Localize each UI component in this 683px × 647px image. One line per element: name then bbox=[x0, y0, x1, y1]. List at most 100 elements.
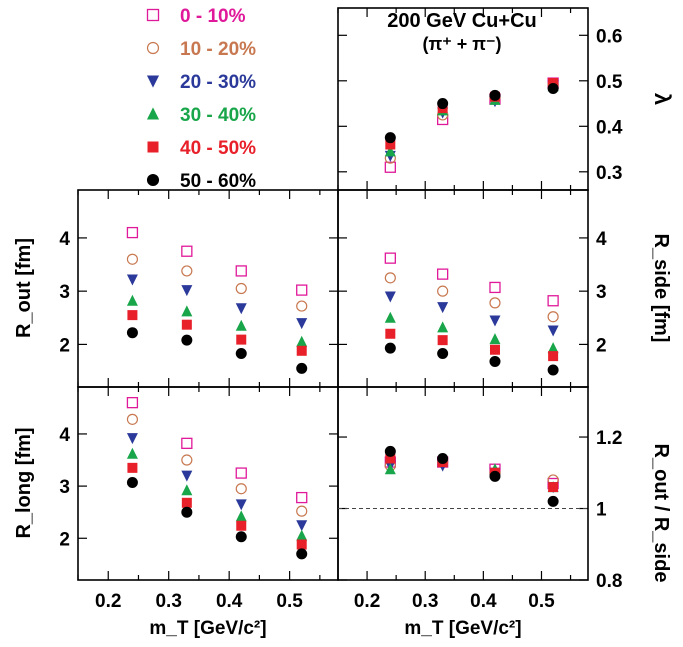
data-point bbox=[296, 284, 308, 296]
x-tick-label: 0.5 bbox=[276, 591, 303, 612]
data-point bbox=[384, 132, 396, 144]
data-point bbox=[384, 311, 396, 323]
data-point bbox=[437, 285, 449, 297]
x-axis-labels: 0.2 0.3 0.4 0.5 m_T [GeV/c²] 0.2 0.3 0.4 0.5 m_T … bbox=[95, 591, 555, 639]
data-point bbox=[181, 285, 193, 297]
y-tick-label: 0.8 bbox=[596, 571, 622, 592]
data-point bbox=[547, 364, 559, 376]
data-point bbox=[235, 467, 247, 479]
legend-label: 40 - 50% bbox=[180, 138, 256, 159]
data-point bbox=[384, 252, 396, 264]
data-point bbox=[296, 318, 308, 330]
data-point bbox=[547, 342, 559, 354]
data-point bbox=[384, 463, 396, 475]
panel-rlong: 2 3 4 bbox=[59, 386, 339, 581]
y-axis-title-rside: R_side [fm] bbox=[650, 234, 672, 343]
data-point bbox=[296, 300, 308, 312]
data-point bbox=[296, 335, 308, 347]
data-point bbox=[489, 344, 500, 355]
data-point bbox=[296, 491, 308, 504]
data-point bbox=[235, 265, 247, 277]
data-point bbox=[181, 506, 193, 518]
panel-lambda: 0.3 0.4 0.5 0.6 bbox=[337, 7, 623, 191]
data-point bbox=[384, 272, 396, 284]
data-point bbox=[437, 302, 449, 314]
data-point bbox=[296, 505, 308, 517]
data-point bbox=[437, 268, 449, 280]
x-tick-label: 0.2 bbox=[354, 591, 380, 612]
data-point bbox=[235, 303, 247, 315]
x-tick-label: 0.2 bbox=[95, 591, 121, 612]
y-tick-label: 3 bbox=[59, 282, 70, 303]
legend-label: 30 - 40% bbox=[180, 105, 256, 126]
legend-marker bbox=[146, 8, 160, 22]
data-point bbox=[127, 462, 138, 473]
data-point bbox=[548, 482, 559, 493]
data-point bbox=[296, 529, 308, 541]
x-tick-label: 0.3 bbox=[155, 591, 181, 612]
data-point bbox=[181, 245, 193, 257]
data-point bbox=[235, 319, 247, 331]
y-tick-label: 0.4 bbox=[596, 117, 623, 138]
legend-marker bbox=[146, 107, 160, 120]
y-tick-label: 2 bbox=[596, 335, 607, 356]
data-point bbox=[126, 226, 139, 239]
data-point bbox=[235, 282, 247, 295]
data-point bbox=[126, 476, 138, 488]
data-point bbox=[181, 470, 193, 482]
y-tick-label: 3 bbox=[59, 477, 70, 498]
data-point bbox=[126, 433, 138, 445]
legend-label: 0 - 10% bbox=[180, 6, 246, 27]
legend-marker bbox=[146, 75, 160, 88]
y-tick-label: 3 bbox=[596, 282, 607, 303]
data-point bbox=[385, 453, 396, 464]
y-tick-label: 0.6 bbox=[596, 26, 622, 47]
data-point bbox=[126, 447, 138, 459]
data-point bbox=[296, 539, 307, 550]
y-axis-title-ratio: R_out / R_side bbox=[650, 444, 672, 583]
data-point bbox=[181, 437, 193, 449]
y-axis-title-rout: R_out [fm] bbox=[13, 238, 35, 338]
data-point bbox=[235, 483, 247, 495]
data-point bbox=[489, 470, 501, 482]
y-tick-label: 1.2 bbox=[596, 428, 622, 449]
data-point bbox=[181, 334, 193, 346]
data-point bbox=[489, 89, 501, 101]
data-point bbox=[235, 347, 247, 359]
data-point bbox=[181, 305, 193, 317]
data-point bbox=[385, 139, 396, 150]
panels: 0.3 0.4 0.5 0.6 2 3 4 2 3 4 2 3 4 0.8 1 1.2 bbox=[59, 7, 623, 592]
chart-subtitle: (π⁺ + π⁻) bbox=[422, 34, 501, 54]
data-point bbox=[235, 531, 247, 543]
panel-rside: 2 3 4 bbox=[337, 189, 607, 388]
x-tick-label: 0.4 bbox=[216, 591, 243, 612]
data-point bbox=[384, 445, 396, 457]
data-point bbox=[548, 351, 559, 362]
panel-rout: 2 3 4 bbox=[59, 189, 339, 388]
y-tick-label: 2 bbox=[59, 529, 70, 550]
data-point bbox=[181, 497, 192, 508]
x-tick-label: 0.5 bbox=[528, 591, 555, 612]
data-point bbox=[437, 452, 449, 464]
data-point bbox=[235, 499, 247, 511]
data-point bbox=[547, 311, 559, 323]
data-point bbox=[236, 334, 247, 345]
data-point bbox=[296, 362, 308, 374]
data-point bbox=[296, 520, 308, 532]
legend-marker bbox=[147, 141, 159, 153]
data-point bbox=[489, 297, 501, 309]
data-point bbox=[235, 510, 247, 522]
y-tick-label: 4 bbox=[59, 425, 70, 446]
data-point bbox=[437, 321, 449, 333]
chart-title: 200 GeV Cu+Cu bbox=[387, 10, 537, 32]
data-point bbox=[384, 161, 396, 173]
data-point bbox=[181, 265, 193, 277]
data-point bbox=[384, 342, 396, 354]
y-tick-label: 0.5 bbox=[596, 72, 623, 93]
data-point bbox=[126, 294, 138, 306]
x-tick-label: 0.4 bbox=[470, 591, 497, 612]
x-axis-title: m_T [GeV/c²] bbox=[149, 618, 266, 639]
legend-label: 50 - 60% bbox=[180, 171, 256, 192]
x-tick-label: 0.3 bbox=[412, 591, 438, 612]
legend-label: 20 - 30% bbox=[180, 72, 256, 93]
